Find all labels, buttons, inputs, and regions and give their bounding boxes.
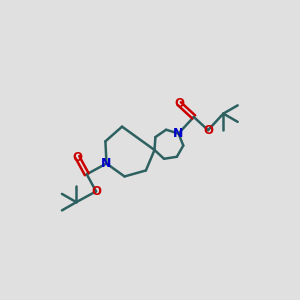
Text: O: O: [91, 185, 101, 198]
Text: O: O: [72, 151, 82, 164]
Text: O: O: [174, 97, 184, 110]
Text: O: O: [203, 124, 213, 137]
Text: N: N: [173, 127, 184, 140]
Text: N: N: [101, 157, 112, 170]
